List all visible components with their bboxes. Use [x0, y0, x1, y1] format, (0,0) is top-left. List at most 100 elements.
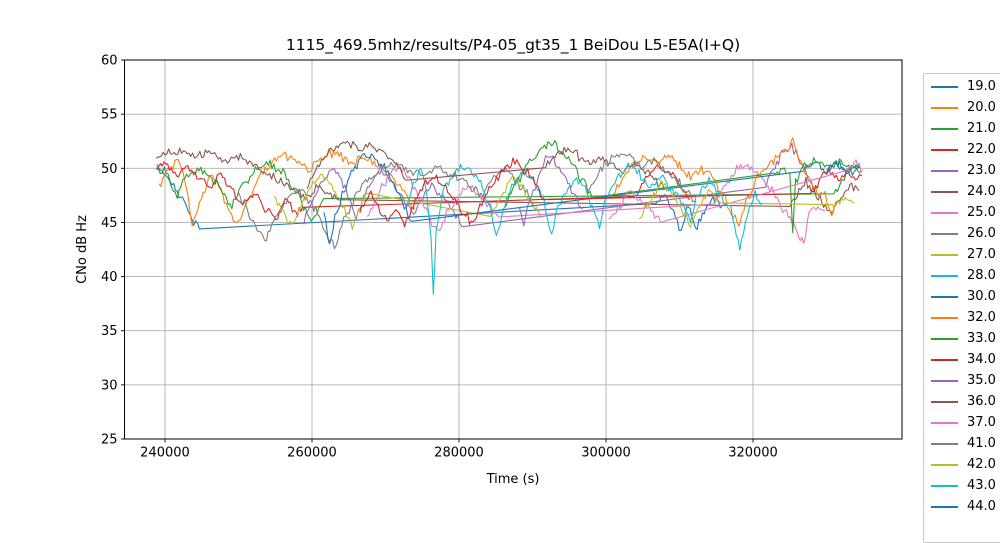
legend-item-42.0: 42.0: [931, 454, 1000, 475]
legend-item-26.0: 26.0: [931, 223, 1000, 244]
legend-item-32.0: 32.0: [931, 307, 1000, 328]
y-tick-label: 60: [101, 54, 118, 69]
legend-line-sample: [931, 211, 958, 214]
series-layer: [155, 137, 863, 295]
legend-line-sample: [931, 337, 958, 340]
legend-label: 27.0: [967, 247, 996, 262]
legend-line-sample: [931, 442, 958, 445]
series-line-20.0: [158, 149, 416, 227]
legend-label: 19.0: [967, 79, 996, 94]
line-chart: 240000 260000 280000 300000 320000 25 30 35 40 45…: [75, 36, 903, 487]
plot-border: [124, 59, 903, 440]
y-tick-label: 50: [101, 162, 118, 177]
series-line-24.0: [155, 147, 860, 215]
legend-label: 33.0: [967, 331, 996, 346]
series-line-22.0: [156, 161, 691, 221]
series-line-43.0: [606, 162, 763, 251]
axes-frame: [124, 59, 903, 440]
series-line-42.0: [638, 179, 855, 228]
series-line-21.0: [156, 159, 862, 222]
legend-line-sample: [931, 484, 958, 487]
legend-item-35.0: 35.0: [931, 370, 1000, 391]
legend-line-sample: [931, 169, 958, 172]
legend-label: 28.0: [967, 268, 996, 283]
legend-line-sample: [931, 253, 958, 256]
legend-item-41.0: 41.0: [931, 433, 1000, 454]
legend-line-sample: [931, 316, 958, 319]
legend-item-44.0: 44.0: [931, 496, 1000, 517]
legend-line-sample: [931, 274, 958, 277]
legend-label: 23.0: [967, 163, 996, 178]
legend-item-27.0: 27.0: [931, 244, 1000, 265]
series-line-26.0: [237, 161, 535, 250]
legend-line-sample: [931, 85, 958, 88]
legend-item-21.0: 21.0: [931, 118, 1000, 139]
legend-item-43.0: 43.0: [931, 475, 1000, 496]
legend-item-22.0: 22.0: [931, 139, 1000, 160]
legend-line-sample: [931, 106, 958, 109]
y-tick-label: 40: [101, 270, 118, 285]
y-tick-label: 35: [101, 324, 118, 339]
legend-item-34.0: 34.0: [931, 349, 1000, 370]
y-tick-label: 25: [101, 433, 118, 448]
series-line-23.0: [303, 142, 815, 228]
legend-line-sample: [931, 127, 958, 130]
ticks-layer: 240000 260000 280000 300000 320000 25 30 35 40 45…: [101, 54, 778, 461]
legend-item-30.0: 30.0: [931, 286, 1000, 307]
x-tick-label: 300000: [581, 446, 631, 461]
chart-title: 1115_469.5mhz/results/P4-05_gt35_1 BeiDo…: [286, 36, 740, 55]
series-line-36.0: [306, 140, 665, 191]
legend-line-sample: [931, 463, 958, 466]
legend-item-25.0: 25.0: [931, 202, 1000, 223]
legend-label: 21.0: [967, 121, 996, 136]
series-line-41.0: [587, 153, 697, 203]
legend-item-37.0: 37.0: [931, 412, 1000, 433]
y-tick-label: 45: [101, 216, 118, 231]
legend-line-sample: [931, 190, 958, 193]
x-tick-label: 240000: [140, 446, 190, 461]
legend-label: 44.0: [967, 499, 996, 514]
y-axis-label: CNo dB Hz: [75, 215, 90, 284]
legend-label: 36.0: [967, 394, 996, 409]
legend-item-20.0: 20.0: [931, 97, 1000, 118]
legend-line-sample: [931, 421, 958, 424]
grid-layer: [124, 59, 902, 440]
series-line-44.0: [826, 162, 861, 176]
legend-item-24.0: 24.0: [931, 181, 1000, 202]
legend-item-36.0: 36.0: [931, 391, 1000, 412]
legend-line-sample: [931, 148, 958, 151]
legend-item-28.0: 28.0: [931, 265, 1000, 286]
legend-label: 22.0: [967, 142, 996, 157]
legend-label: 26.0: [967, 226, 996, 241]
legend-label: 30.0: [967, 289, 996, 304]
legend-item-33.0: 33.0: [931, 328, 1000, 349]
legend-label: 32.0: [967, 310, 996, 325]
legend-item-19.0: 19.0: [931, 76, 1000, 97]
x-axis-label: Time (s): [486, 472, 540, 487]
series-line-27.0: [273, 173, 543, 231]
series-line-37.0: [608, 159, 863, 223]
legend-line-sample: [931, 505, 958, 508]
legend-line-sample: [931, 232, 958, 235]
legend: 19.0 20.0 21.0 22.0 23.0 24.0 25.0 26.0 27.0 28.0…: [923, 73, 1000, 543]
legend-label: 42.0: [967, 457, 996, 472]
x-tick-label: 320000: [728, 446, 778, 461]
series-line-19.0: [156, 166, 723, 231]
figure: 240000 260000 280000 300000 320000 25 30 35 40 45…: [75, 36, 1000, 543]
legend-line-sample: [931, 400, 958, 403]
legend-line-sample: [931, 358, 958, 361]
legend-label: 41.0: [967, 436, 996, 451]
legend-label: 20.0: [967, 100, 996, 115]
x-tick-label: 280000: [434, 446, 484, 461]
series-line-28.0: [405, 163, 606, 295]
series-line-25.0: [366, 163, 826, 244]
legend-label: 37.0: [967, 415, 996, 430]
legend-label: 35.0: [967, 373, 996, 388]
legend-line-sample: [931, 295, 958, 298]
series-line-35.0: [517, 154, 583, 227]
legend-label: 25.0: [967, 205, 996, 220]
legend-item-23.0: 23.0: [931, 160, 1000, 181]
series-line-34.0: [359, 157, 863, 228]
legend-line-sample: [931, 379, 958, 382]
legend-label: 43.0: [967, 478, 996, 493]
